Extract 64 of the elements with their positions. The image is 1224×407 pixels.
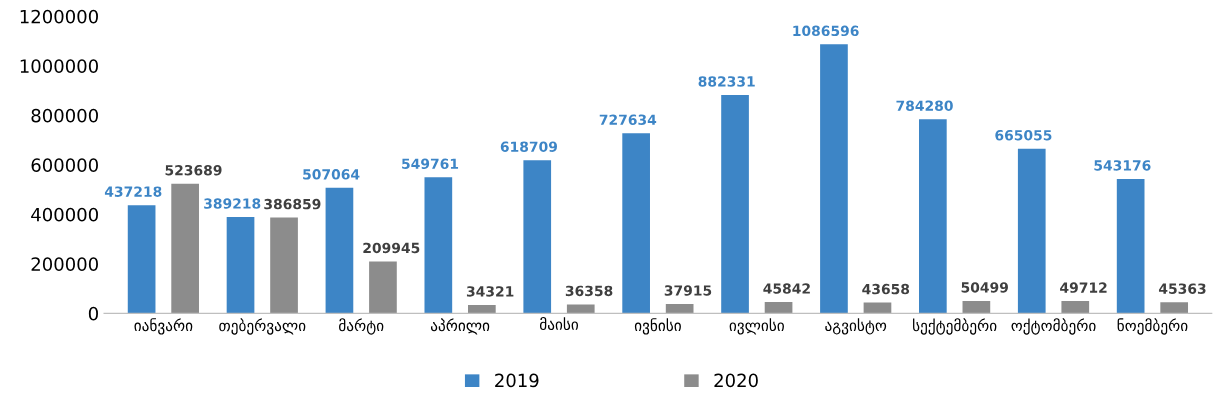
y-tick-label: 1000000	[20, 59, 98, 73]
data-label: 665055	[995, 129, 1052, 141]
bar	[764, 302, 793, 314]
y-tick-label: 400000	[31, 207, 98, 222]
data-label: 549761	[402, 158, 459, 170]
x-tick-label: მარტი	[339, 318, 384, 335]
bar	[226, 217, 255, 314]
legend-label: 2019	[495, 373, 539, 388]
x-tick-label: ივლისი	[729, 318, 784, 335]
bar	[820, 44, 848, 314]
x-tick-label: აპრილი	[430, 318, 490, 335]
data-label: 37915	[664, 285, 712, 296]
data-label: 36358	[565, 285, 613, 297]
bar	[325, 187, 354, 314]
bar	[369, 261, 397, 314]
x-tick-label: აგვისტო	[825, 318, 887, 335]
data-label: 34321	[466, 286, 514, 297]
x-tick-label: ივნისი	[634, 318, 681, 335]
x-tick-label: თებერვალი	[219, 318, 306, 335]
bar	[523, 160, 552, 314]
data-label: 727634	[599, 114, 657, 125]
data-label: 618709	[500, 141, 558, 152]
x-tick-label: იანვარი	[134, 318, 193, 335]
x-tick-label: ნოემბერი	[1117, 318, 1188, 335]
y-tick-label: 600000	[31, 158, 98, 172]
data-label: 45363	[1158, 283, 1206, 294]
data-label: 389218	[204, 198, 261, 209]
bar	[665, 304, 694, 314]
bar	[622, 133, 650, 314]
bar	[1160, 302, 1189, 314]
y-tick-label: 800000	[31, 108, 98, 123]
data-label: 49712	[1060, 282, 1107, 293]
bar	[919, 119, 947, 314]
data-label: 1086596	[793, 25, 859, 37]
bar	[566, 304, 595, 314]
bar	[424, 177, 453, 314]
data-label: 50499	[961, 282, 1008, 293]
data-label: 437218	[104, 186, 162, 197]
data-label: 45842	[763, 283, 810, 294]
bar	[1061, 301, 1090, 314]
bar	[863, 302, 892, 314]
y-tick-label: 1200000	[20, 9, 98, 24]
x-tick-label: მაისი	[539, 317, 579, 331]
data-label: 386859	[264, 198, 321, 210]
x-tick-label: სექტემბერი	[913, 318, 997, 335]
data-label: 507064	[303, 169, 360, 180]
y-tick-label: 0	[88, 306, 98, 321]
data-label: 543176	[1094, 160, 1151, 171]
data-label: 523689	[165, 164, 222, 176]
bar	[468, 304, 496, 314]
bar	[127, 205, 156, 314]
bar	[962, 300, 991, 314]
bar	[1017, 148, 1046, 314]
data-label: 882331	[698, 76, 755, 87]
bar	[270, 217, 298, 314]
y-tick-label: 200000	[31, 257, 98, 271]
data-label: 43658	[862, 283, 910, 295]
x-tick-label: ოქტომბერი	[1011, 318, 1096, 335]
data-label: 784280	[896, 100, 953, 111]
bar	[1116, 178, 1145, 314]
bar	[721, 94, 749, 314]
data-label: 209945	[363, 242, 420, 254]
bar	[171, 183, 199, 314]
legend-label: 2020	[714, 373, 758, 388]
